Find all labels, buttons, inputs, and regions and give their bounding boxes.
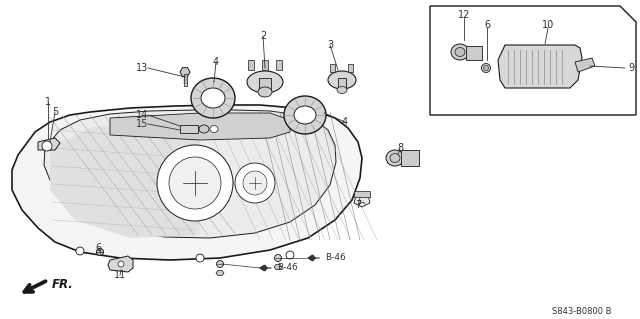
Text: 11: 11 [114,270,126,280]
Text: 4: 4 [342,117,348,127]
Polygon shape [216,271,224,276]
Polygon shape [38,138,60,150]
Text: FR.: FR. [52,278,74,292]
Ellipse shape [258,87,272,97]
Ellipse shape [199,125,209,133]
Circle shape [157,145,233,221]
Bar [262,60,268,70]
Text: 13: 13 [136,63,148,73]
Bar [248,60,254,70]
Ellipse shape [455,48,465,56]
Ellipse shape [191,78,235,118]
Polygon shape [308,255,316,261]
Text: 15: 15 [136,119,148,129]
Polygon shape [50,116,200,238]
Polygon shape [44,110,336,238]
Text: 7: 7 [355,200,361,210]
Polygon shape [498,45,582,88]
Text: 8: 8 [397,143,403,153]
Text: 10: 10 [542,20,554,30]
Ellipse shape [328,71,356,89]
Polygon shape [274,264,282,270]
Text: 5: 5 [52,107,58,117]
Ellipse shape [481,63,490,72]
Text: 14: 14 [136,110,148,120]
Circle shape [76,247,84,255]
Circle shape [286,251,294,259]
Text: 4: 4 [213,57,219,67]
Ellipse shape [275,255,282,262]
Text: 12: 12 [458,10,470,20]
Text: 6: 6 [484,20,490,30]
Text: 6: 6 [95,243,101,253]
Polygon shape [575,58,595,72]
Circle shape [235,163,275,203]
Text: 9: 9 [628,63,634,73]
Bar [184,74,186,86]
Bar [276,60,282,70]
Ellipse shape [337,86,347,93]
Polygon shape [12,105,362,260]
Bar [330,64,335,72]
Bar [354,191,370,197]
Polygon shape [354,195,370,207]
Ellipse shape [216,261,223,268]
Circle shape [169,157,221,209]
Ellipse shape [390,153,400,162]
Ellipse shape [118,261,124,267]
Ellipse shape [451,44,469,60]
Text: 2: 2 [260,31,266,41]
Ellipse shape [284,96,326,134]
Ellipse shape [483,65,488,70]
Ellipse shape [97,249,104,256]
Circle shape [42,141,52,151]
Text: S843-B0800 B: S843-B0800 B [552,308,612,316]
Ellipse shape [210,125,218,132]
Circle shape [243,171,267,195]
Text: 1: 1 [45,97,51,107]
Circle shape [196,254,204,262]
Text: B-46: B-46 [325,254,346,263]
Bar [466,46,482,60]
Ellipse shape [294,106,316,124]
Bar [259,78,271,92]
Bar [348,64,353,72]
Polygon shape [108,256,133,272]
Polygon shape [110,113,290,140]
Bar [338,78,346,90]
Bar [401,150,419,166]
Ellipse shape [201,88,225,108]
Text: B-46: B-46 [277,263,298,272]
Ellipse shape [386,150,404,166]
Text: 3: 3 [327,40,333,50]
Bar [180,125,198,133]
Ellipse shape [247,71,283,93]
Polygon shape [180,68,190,76]
Polygon shape [260,265,268,271]
